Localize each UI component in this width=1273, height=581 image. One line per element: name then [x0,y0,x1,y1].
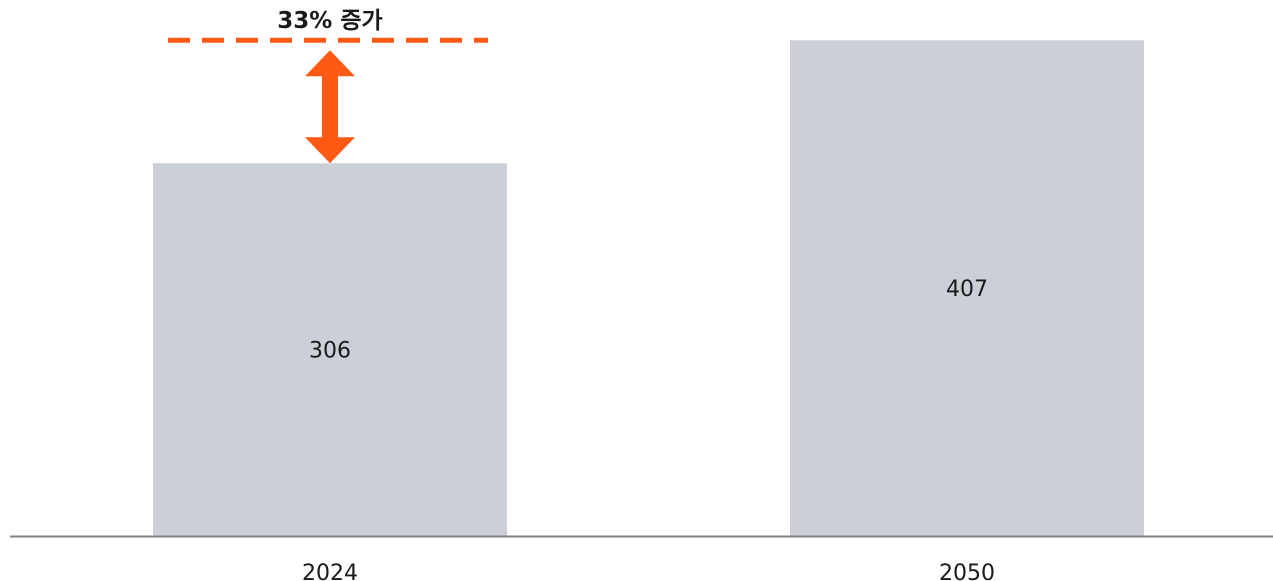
tick-label-2024: 2024 [302,561,358,581]
bar-2050 [790,40,1144,536]
x-axis-tick-labels: 2024 2050 [302,561,995,581]
bars [153,40,1144,536]
value-label-2050: 407 [946,277,988,302]
value-label-2024: 306 [309,339,351,364]
arrow-shaft [322,75,338,139]
increase-annotation: 33% 증가 [168,8,488,164]
arrow-up-head [305,50,355,77]
arrow-down-head [305,137,355,164]
value-labels: 306 407 [309,277,988,364]
annotation-label: 33% 증가 [277,8,382,34]
bar-2024 [153,163,507,536]
tick-label-2050: 2050 [939,561,995,581]
